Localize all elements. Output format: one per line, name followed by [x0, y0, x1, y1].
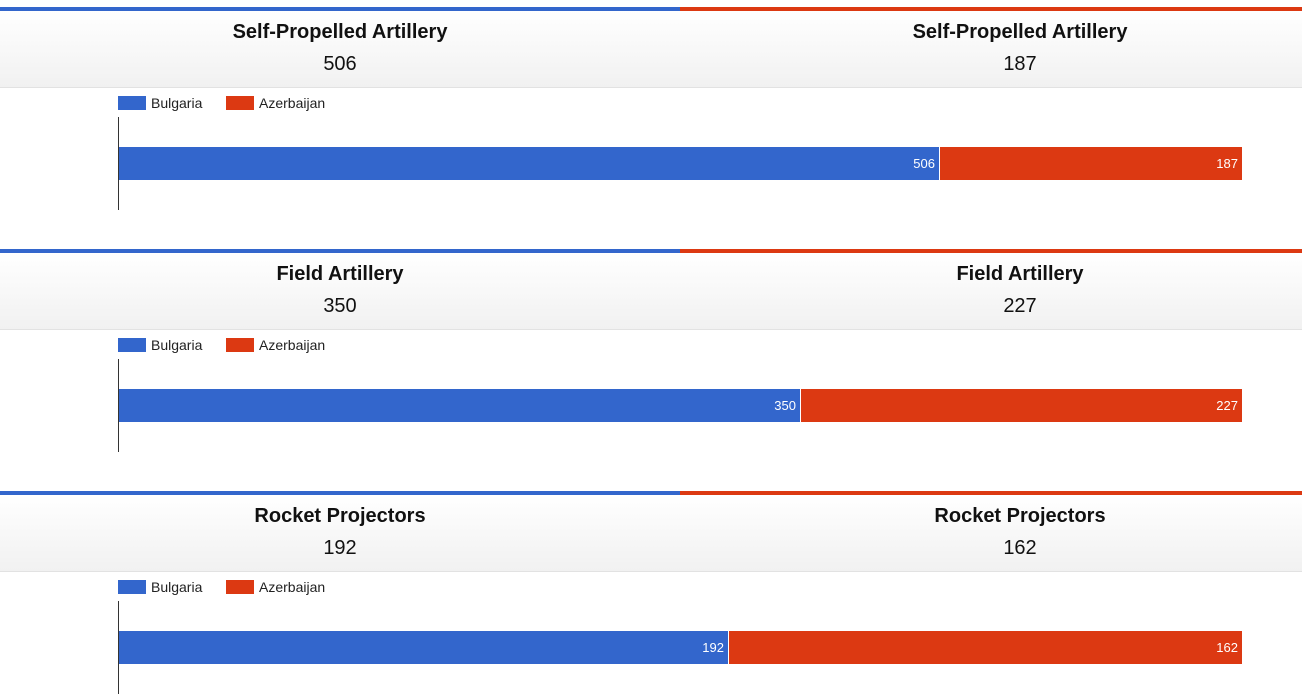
section-header: Self-Propelled Artillery 506 Self-Propelle…: [0, 11, 1302, 88]
bar-label-bulgaria: 350: [774, 398, 796, 413]
header-value: 162: [1003, 537, 1037, 559]
azerbaijan-accent-line: [680, 249, 1302, 253]
legend-item-azerbaijan: Azerbaijan: [226, 579, 326, 595]
section-header: Field Artillery 350 Field Artillery 227: [0, 253, 1302, 330]
legend-item-azerbaijan: Azerbaijan: [226, 337, 326, 353]
azerbaijan-accent-line: [680, 7, 1302, 11]
legend-label-azerbaijan: Azerbaijan: [259, 579, 326, 595]
bulgaria-header-column: Rocket Projectors 192: [0, 495, 680, 571]
bar-label-bulgaria: 506: [913, 156, 935, 171]
azerbaijan-header-column: Field Artillery 227: [680, 253, 1302, 329]
header-title: Self-Propelled Artillery: [232, 21, 448, 43]
legend-item-bulgaria: Bulgaria: [118, 579, 203, 595]
bar-bulgaria[interactable]: [119, 389, 800, 422]
legend-swatch-bulgaria: [118, 96, 146, 110]
header-title: Rocket Projectors: [934, 505, 1106, 527]
legend-swatch-bulgaria: [118, 338, 146, 352]
bulgaria-accent-line: [0, 249, 680, 253]
bar-label-azerbaijan: 187: [1216, 156, 1238, 171]
bar-label-azerbaijan: 162: [1216, 640, 1238, 655]
header-title: Rocket Projectors: [254, 505, 426, 527]
chart-axis: [118, 601, 119, 694]
bar-bulgaria[interactable]: [119, 147, 939, 180]
bulgaria-header-column: Field Artillery 350: [0, 253, 680, 329]
header-title: Self-Propelled Artillery: [912, 21, 1128, 43]
bar-bulgaria[interactable]: [119, 631, 728, 664]
header-value: 227: [1003, 295, 1037, 317]
header-value: 350: [323, 295, 357, 317]
legend-swatch-azerbaijan: [226, 580, 254, 594]
azerbaijan-accent-line: [680, 491, 1302, 495]
azerbaijan-header-column: Self-Propelled Artillery 187: [680, 11, 1302, 87]
legend-item-azerbaijan: Azerbaijan: [226, 95, 326, 111]
legend-label-azerbaijan: Azerbaijan: [259, 95, 326, 111]
bar-azerbaijan[interactable]: [729, 631, 1242, 664]
header-value: 187: [1003, 53, 1037, 75]
legend-item-bulgaria: Bulgaria: [118, 337, 203, 353]
legend-swatch-azerbaijan: [226, 338, 254, 352]
bar-azerbaijan[interactable]: [801, 389, 1242, 422]
bar-azerbaijan[interactable]: [940, 147, 1242, 180]
legend-label-bulgaria: Bulgaria: [151, 579, 203, 595]
bulgaria-accent-line: [0, 491, 680, 495]
header-value: 192: [323, 537, 357, 559]
header-value: 506: [323, 53, 357, 75]
chart-axis: [118, 117, 119, 210]
comparison-section-self-propelled-artillery: Self-Propelled Artillery 506 Self-Propelle…: [0, 0, 1302, 242]
legend-item-bulgaria: Bulgaria: [118, 95, 203, 111]
comparison-section-rocket-projectors: Rocket Projectors 192 Rocket Projectors 162…: [0, 484, 1302, 694]
bar-label-bulgaria: 192: [702, 640, 724, 655]
comparison-section-field-artillery: Field Artillery 350 Field Artillery 227 Bulg…: [0, 242, 1302, 484]
header-title: Field Artillery: [956, 263, 1084, 285]
azerbaijan-header-column: Rocket Projectors 162: [680, 495, 1302, 571]
legend-label-azerbaijan: Azerbaijan: [259, 337, 326, 353]
legend-label-bulgaria: Bulgaria: [151, 95, 203, 111]
bar-label-azerbaijan: 227: [1216, 398, 1238, 413]
bulgaria-header-column: Self-Propelled Artillery 506: [0, 11, 680, 87]
legend-swatch-azerbaijan: [226, 96, 254, 110]
legend-label-bulgaria: Bulgaria: [151, 337, 203, 353]
chart-axis: [118, 359, 119, 452]
bulgaria-accent-line: [0, 7, 680, 11]
header-title: Field Artillery: [276, 263, 404, 285]
section-header: Rocket Projectors 192 Rocket Projectors 162: [0, 495, 1302, 572]
legend-swatch-bulgaria: [118, 580, 146, 594]
